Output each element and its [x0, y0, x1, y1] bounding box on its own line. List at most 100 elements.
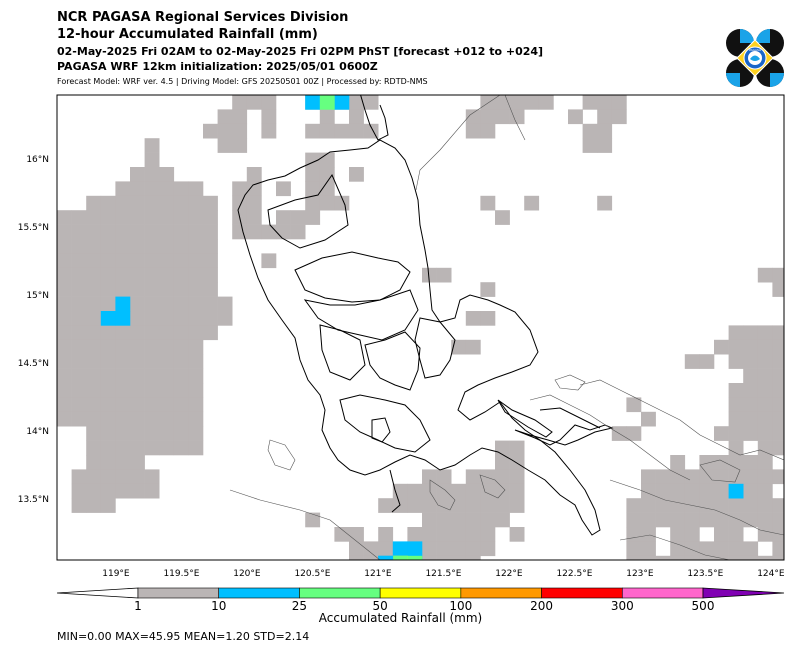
rainfall-cell: [743, 455, 759, 470]
rainfall-cell: [684, 354, 700, 369]
rainfall-cell: [641, 555, 656, 560]
rainfall-cell: [699, 541, 715, 557]
rainfall-cell: [480, 527, 496, 542]
rainfall-cell: [772, 383, 784, 398]
rainfall-cell: [130, 411, 145, 427]
rainfall-cell: [71, 411, 87, 427]
rainfall-cell: [684, 483, 700, 499]
rainfall-cell: [232, 195, 248, 211]
rainfall-cell: [728, 440, 744, 456]
lat-tick-label: 14.5°N: [18, 359, 49, 369]
rainfall-cell: [188, 339, 204, 355]
rainfall-cell: [743, 555, 759, 560]
rainfall-cell: [305, 167, 321, 182]
rainfall-cell: [480, 109, 496, 125]
rainfall-cell: [100, 195, 116, 211]
rainfall-cell: [714, 512, 729, 528]
rainfall-cell: [319, 195, 335, 211]
rainfall-cell: [743, 368, 759, 384]
rainfall-cell: [71, 397, 87, 413]
province-boundaries: [237, 95, 614, 536]
rainfall-cell: [728, 325, 744, 341]
rainfall-cell: [276, 224, 291, 240]
rainfall-cell: [728, 527, 744, 542]
rainfall-cell: [130, 339, 145, 355]
rainfall-cell: [465, 541, 481, 557]
rainfall-cell: [246, 195, 262, 211]
rainfall-cell: [115, 483, 131, 499]
rainfall-cell: [757, 267, 773, 283]
rainfall-cell: [115, 339, 131, 355]
rainfall-cell: [641, 469, 656, 485]
rainfall-cell: [100, 411, 116, 427]
rainfall-cell: [305, 195, 321, 211]
colorbar-segment: [460, 587, 542, 599]
rainfall-cell: [728, 383, 744, 398]
rainfall-cell: [173, 210, 189, 225]
rainfall-cell: [188, 195, 204, 211]
rainfall-cell: [71, 311, 87, 326]
rainfall-cell: [597, 195, 613, 211]
colorbar-min-extend: [56, 587, 139, 599]
rainfall-cell: [714, 469, 729, 485]
rainfall-cell: [392, 498, 408, 513]
rainfall-cell: [115, 181, 131, 197]
rainfall-cell: [451, 339, 467, 355]
rainfall-cell: [57, 267, 72, 283]
colorbar-segment: [299, 587, 381, 599]
colorbar-tick-label: 200: [530, 599, 553, 613]
rainfall-cell: [626, 512, 642, 528]
rainfall-cell: [144, 483, 160, 499]
rainfall-cell: [100, 239, 116, 254]
rainfall-cell: [407, 483, 423, 499]
rainfall-cell: [100, 224, 116, 240]
rainfall-cell: [115, 397, 131, 413]
rainfall-cell: [626, 426, 642, 441]
rainfall-cell: [115, 195, 131, 211]
rainfall-cell: [57, 354, 72, 369]
rainfall-cell: [261, 109, 277, 125]
rainfall-cell: [57, 368, 72, 384]
rainfall-cell: [743, 383, 759, 398]
rainfall-cell: [173, 339, 189, 355]
rainfall-cell: [86, 253, 102, 269]
rainfall-cell: [261, 224, 277, 240]
rainfall-cell: [772, 397, 784, 413]
rainfall-cell: [71, 239, 87, 254]
rainfall-cell: [363, 555, 379, 560]
rainfall-cell: [757, 397, 773, 413]
rainfall-cell: [173, 325, 189, 341]
rainfall-cell: [71, 368, 87, 384]
rainfall-cell: [772, 339, 784, 355]
rainfall-cell: [130, 455, 145, 470]
rainfall-cell: [188, 411, 204, 427]
rainfall-cell: [684, 541, 700, 557]
rainfall-cell: [115, 267, 131, 283]
rainfall-cell: [451, 527, 467, 542]
rainfall-cell: [422, 483, 437, 499]
rainfall-cell: [188, 426, 204, 441]
rainfall-cell: [100, 383, 116, 398]
latitude-tick-labels: 16°N 15.5°N 15°N 14.5°N 14°N 13.5°N: [18, 155, 49, 505]
rainfall-cell: [772, 354, 784, 369]
rainfall-cell: [757, 455, 773, 470]
rainfall-cell: [203, 325, 218, 341]
rainfall-cell: [100, 325, 116, 341]
rainfall-cell: [495, 109, 510, 125]
rainfall-cell: [641, 411, 656, 427]
rainfall-cell: [772, 267, 784, 283]
rainfall-cell: [495, 455, 510, 470]
rainfall-cell: [173, 224, 189, 240]
rainfall-cell: [71, 210, 87, 225]
rainfall-cell: [743, 498, 759, 513]
rainfall-cell: [130, 239, 145, 254]
rainfall-cell: [57, 239, 72, 254]
rainfall-cell: [159, 253, 175, 269]
rainfall-cell: [188, 181, 204, 197]
rainfall-cell: [714, 541, 729, 557]
rainfall-cell: [246, 210, 262, 225]
rainfall-cell: [232, 138, 248, 153]
rainfall-cell: [538, 95, 554, 110]
rainfall-cell: [509, 109, 525, 125]
rainfall-cell: [188, 253, 204, 269]
